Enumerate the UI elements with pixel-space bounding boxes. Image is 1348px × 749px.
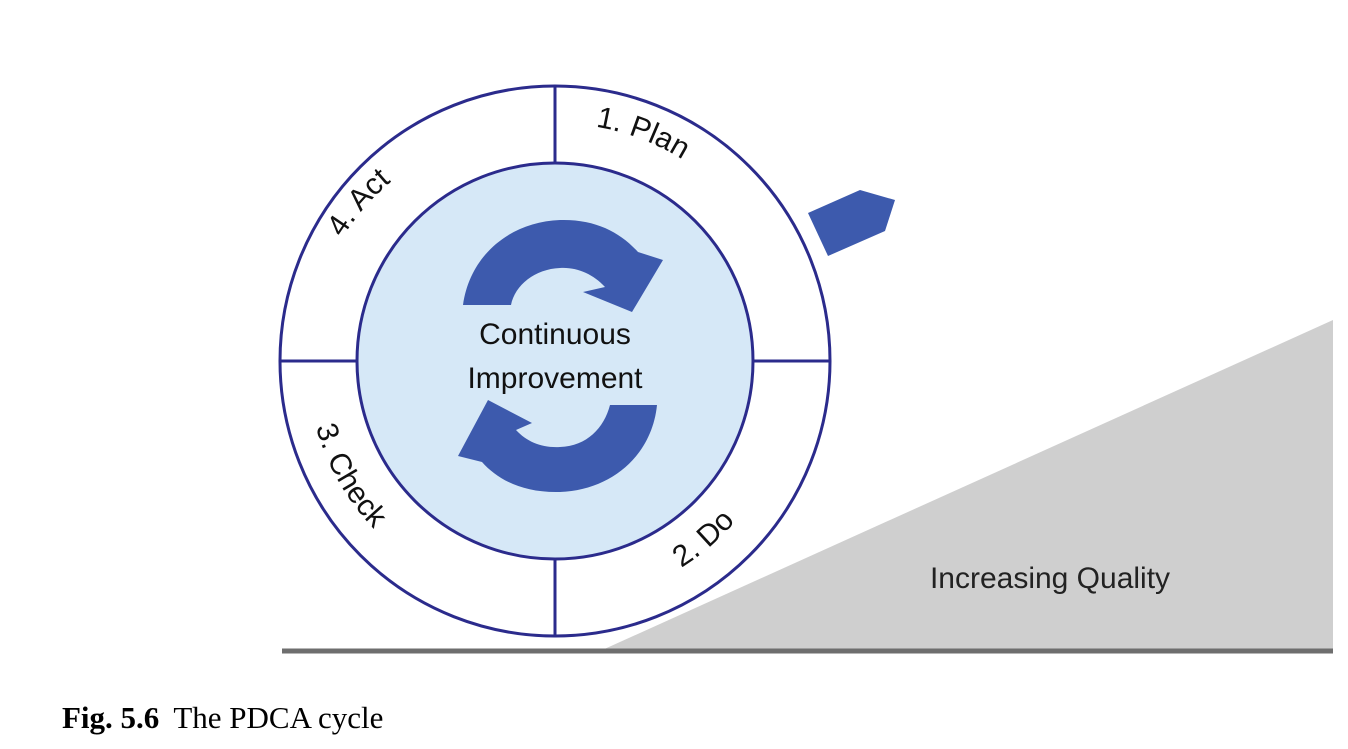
center-label-line2: Improvement: [467, 362, 643, 395]
figure-title: The PDCA cycle: [173, 700, 384, 735]
cycle-arrow-bottom-icon: [458, 400, 657, 493]
center-label-line1: Continuous: [479, 318, 631, 351]
figure-caption: Fig. 5.6 The PDCA cycle: [62, 700, 383, 736]
increasing-quality-label: Increasing Quality: [930, 562, 1170, 595]
figure-number: Fig. 5.6: [62, 700, 160, 735]
cycle-arrow-top-icon: [463, 219, 663, 312]
wedge-stopper: [808, 190, 895, 256]
increasing-quality-slope: [600, 320, 1333, 651]
